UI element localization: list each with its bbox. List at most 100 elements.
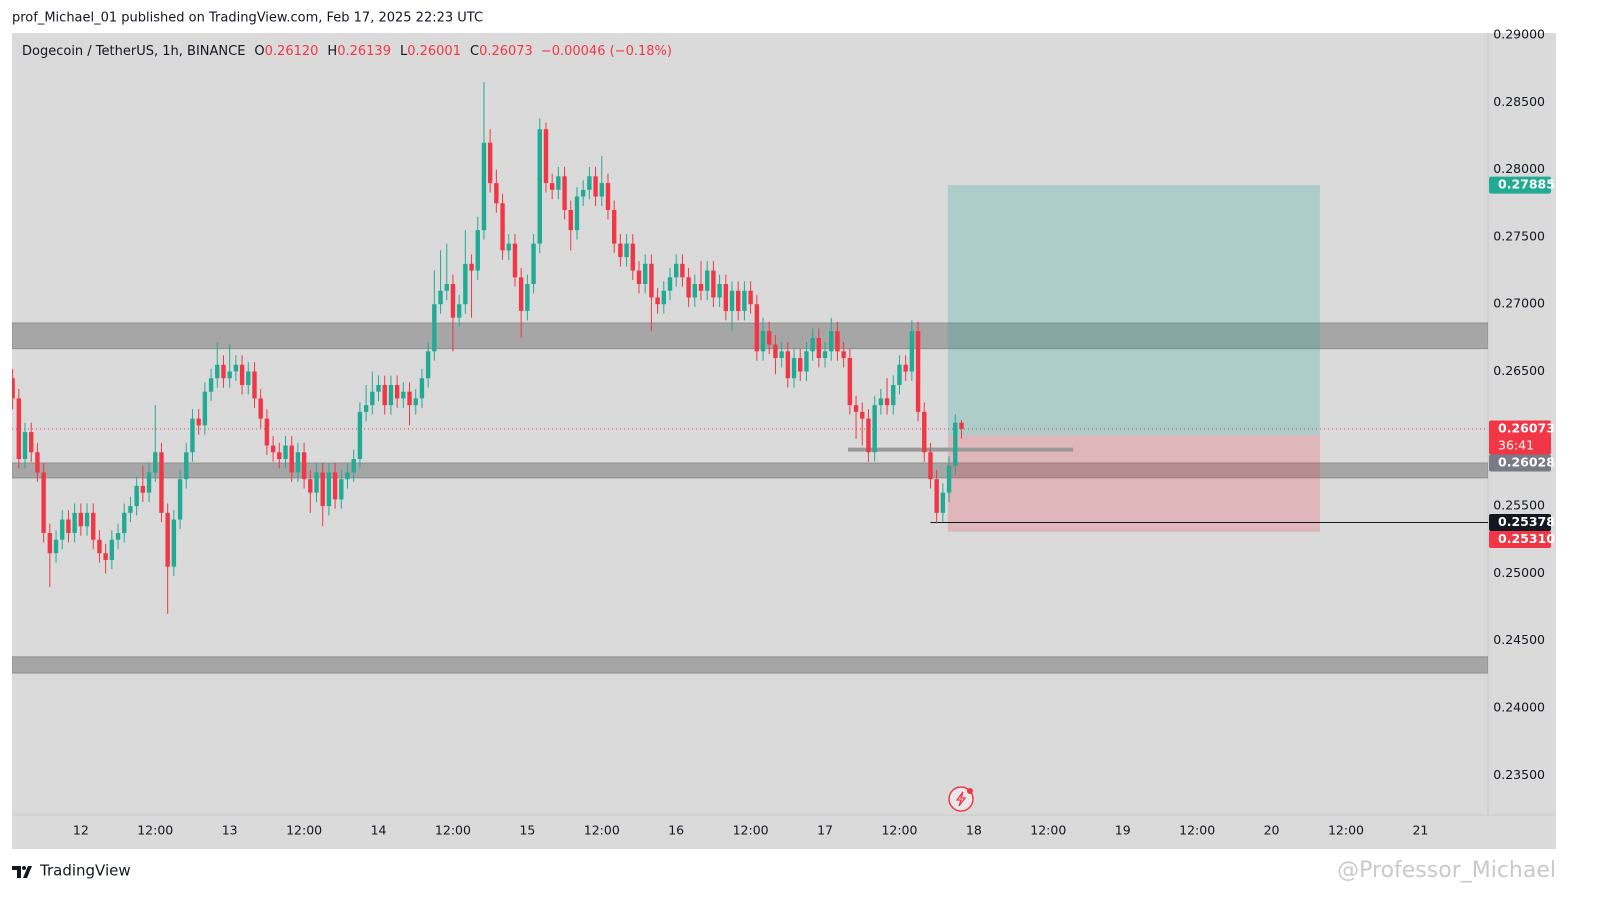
candle-body xyxy=(258,398,263,419)
x-tick-label: 12:00 xyxy=(584,823,620,838)
chart-background xyxy=(12,33,1556,849)
x-tick-label: 14 xyxy=(371,823,387,838)
x-tick-label: 12:00 xyxy=(435,823,471,838)
candle-body xyxy=(320,472,325,507)
candle-body xyxy=(165,512,170,567)
x-tick-label: 12:00 xyxy=(1030,823,1066,838)
candle-body xyxy=(438,290,443,305)
candle-body xyxy=(351,458,356,473)
candle-body xyxy=(97,539,102,554)
candle-body xyxy=(736,290,741,311)
legend-key: L xyxy=(400,44,408,59)
candle-body xyxy=(804,351,809,372)
price-badge-label: 0.25378 xyxy=(1498,514,1555,529)
overlay: 0.29000 0.28500 0.28000 0.27500 0.27000 0.265… xyxy=(73,27,1555,838)
x-tick-label: 18 xyxy=(966,823,982,838)
candle-body xyxy=(512,243,518,278)
watermark: @Professor_Michael xyxy=(1337,858,1556,883)
candle-body xyxy=(308,479,313,493)
candle-body xyxy=(599,183,604,197)
candle-body xyxy=(345,472,350,480)
legend-key: O xyxy=(254,44,264,59)
candle-body xyxy=(277,452,282,459)
candle-body xyxy=(649,263,654,298)
legend-value: 0.26001 xyxy=(407,44,461,59)
candle-body xyxy=(723,284,729,311)
replay-icon[interactable] xyxy=(948,786,974,812)
candle-body xyxy=(680,263,685,278)
candle-body xyxy=(407,391,412,406)
candle-body xyxy=(798,358,803,372)
candle-body xyxy=(432,304,437,352)
candle-body xyxy=(711,270,716,298)
price-badge xyxy=(1489,420,1551,455)
candle-body xyxy=(227,371,232,379)
candle-body xyxy=(611,209,617,244)
x-tick-label: 21 xyxy=(1412,823,1428,838)
candle-body xyxy=(184,452,189,480)
legend-value: 0.26073 xyxy=(479,44,533,59)
candle-body xyxy=(909,331,915,372)
x-tick-label: 16 xyxy=(668,823,684,838)
candle-body xyxy=(35,452,40,473)
candle-body xyxy=(66,519,71,534)
candle-body xyxy=(450,284,456,318)
candle-body xyxy=(791,358,797,379)
candle-body xyxy=(47,533,53,554)
candle-body xyxy=(810,337,815,352)
candle-body xyxy=(475,230,480,271)
candle-body xyxy=(401,391,406,399)
candle-body xyxy=(518,277,524,311)
candle-body xyxy=(692,284,698,298)
candle-body xyxy=(934,479,939,513)
candle-body xyxy=(29,432,34,453)
candle-body xyxy=(928,452,933,480)
candle-body xyxy=(748,290,753,305)
price-badge-label: 0.25310 xyxy=(1498,531,1555,546)
zone xyxy=(12,322,1488,350)
candle-body xyxy=(946,465,952,493)
candle-body xyxy=(239,364,245,385)
candle-body xyxy=(190,418,195,453)
candle-body xyxy=(816,337,822,359)
y-tick-label: 0.28000 xyxy=(1493,161,1545,176)
candle-body xyxy=(283,445,288,459)
candle-body xyxy=(785,351,791,379)
candle-body xyxy=(388,384,394,406)
candle-body xyxy=(940,492,946,513)
candle-body xyxy=(878,398,884,406)
candle-body xyxy=(339,479,344,500)
candle-body xyxy=(208,378,214,392)
y-tick-label: 0.24000 xyxy=(1493,699,1545,714)
candle-body xyxy=(835,331,840,352)
candle-body xyxy=(463,263,468,305)
candle-body xyxy=(153,452,158,473)
candle-body xyxy=(146,472,152,493)
candle-body xyxy=(171,519,177,567)
candle-body xyxy=(556,176,561,190)
candle-body xyxy=(469,263,474,271)
candle-body xyxy=(221,364,226,379)
symbol: Dogecoin / TetherUS, 1h, BINANCE xyxy=(22,44,245,59)
y-tick-label: 0.25000 xyxy=(1493,565,1545,580)
price-badge xyxy=(1489,176,1551,194)
candle-body xyxy=(363,405,369,412)
x-tick-label: 12:00 xyxy=(1328,823,1364,838)
candle-body xyxy=(506,243,511,251)
candle-body xyxy=(109,539,115,560)
candle-body xyxy=(78,512,84,527)
candle-body xyxy=(233,364,239,372)
candle-body xyxy=(922,411,927,453)
legend-key: H xyxy=(327,44,337,59)
price-badge xyxy=(1489,514,1551,532)
candle-body xyxy=(525,284,530,311)
candle-body xyxy=(314,472,319,493)
legend-key: C xyxy=(470,44,479,59)
profit-zone xyxy=(947,185,1320,436)
candle-body xyxy=(587,176,592,190)
price-badge xyxy=(1489,454,1551,472)
tradingview-logo xyxy=(12,866,32,878)
legend-value: 0.26139 xyxy=(337,44,391,59)
candle-body xyxy=(140,485,146,493)
candle-body xyxy=(246,371,251,385)
